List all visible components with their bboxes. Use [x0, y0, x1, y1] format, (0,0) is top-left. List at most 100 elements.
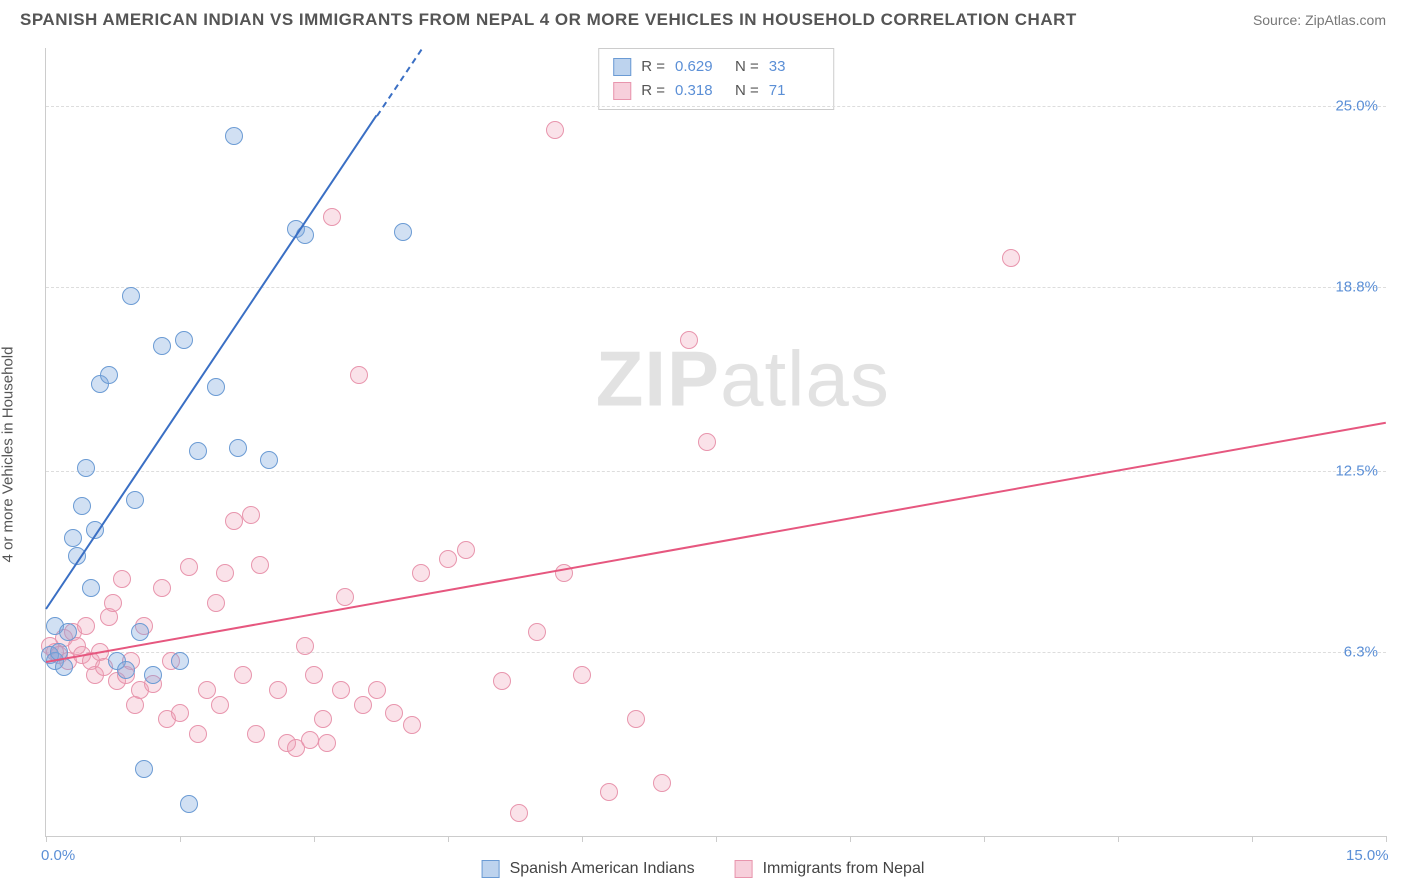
- swatch-blue-icon: [482, 860, 500, 878]
- data-point: [412, 564, 430, 582]
- xtick-mark: [448, 836, 449, 842]
- data-point: [680, 331, 698, 349]
- xtick-label: 15.0%: [1346, 847, 1389, 864]
- data-point: [242, 506, 260, 524]
- plot-area: ZIPatlas R = 0.629 N = 33 R = 0.318 N = …: [45, 48, 1386, 837]
- data-point: [247, 725, 265, 743]
- data-point: [439, 550, 457, 568]
- data-point: [332, 681, 350, 699]
- stats-row-series2: R = 0.318 N = 71: [613, 79, 819, 103]
- header: SPANISH AMERICAN INDIAN VS IMMIGRANTS FR…: [0, 0, 1406, 38]
- data-point: [354, 696, 372, 714]
- data-point: [269, 681, 287, 699]
- watermark-bold: ZIP: [596, 334, 720, 422]
- data-point: [135, 760, 153, 778]
- data-point: [153, 579, 171, 597]
- data-point: [117, 661, 135, 679]
- data-point: [350, 366, 368, 384]
- legend-item-1: Spanish American Indians: [482, 860, 695, 878]
- data-point: [336, 588, 354, 606]
- stats-row-series1: R = 0.629 N = 33: [613, 55, 819, 79]
- data-point: [1002, 249, 1020, 267]
- r-value-1: 0.629: [675, 55, 725, 79]
- xtick-mark: [314, 836, 315, 842]
- n-label: N =: [735, 55, 759, 79]
- chart-title: SPANISH AMERICAN INDIAN VS IMMIGRANTS FR…: [20, 10, 1077, 30]
- data-point: [385, 704, 403, 722]
- data-point: [225, 512, 243, 530]
- data-point: [457, 541, 475, 559]
- data-point: [59, 623, 77, 641]
- legend-item-2: Immigrants from Nepal: [735, 860, 925, 878]
- data-point: [171, 704, 189, 722]
- data-point: [73, 497, 91, 515]
- data-point: [229, 439, 247, 457]
- data-point: [600, 783, 618, 801]
- chart-container: SPANISH AMERICAN INDIAN VS IMMIGRANTS FR…: [0, 0, 1406, 892]
- xtick-mark: [582, 836, 583, 842]
- data-point: [100, 366, 118, 384]
- data-point: [216, 564, 234, 582]
- data-point: [122, 287, 140, 305]
- data-point: [180, 558, 198, 576]
- data-point: [318, 734, 336, 752]
- legend-label-1: Spanish American Indians: [510, 860, 695, 878]
- data-point: [493, 672, 511, 690]
- data-point: [64, 529, 82, 547]
- ytick-label: 12.5%: [1335, 463, 1378, 480]
- r-value-2: 0.318: [675, 79, 725, 103]
- watermark: ZIPatlas: [596, 333, 890, 424]
- xtick-mark: [1252, 836, 1253, 842]
- data-point: [189, 725, 207, 743]
- y-axis-label: 4 or more Vehicles in Household: [0, 347, 17, 563]
- data-point: [180, 795, 198, 813]
- bottom-legend: Spanish American Indians Immigrants from…: [482, 860, 925, 878]
- data-point: [305, 666, 323, 684]
- data-point: [77, 617, 95, 635]
- data-point: [368, 681, 386, 699]
- gridline: [46, 287, 1386, 288]
- swatch-blue-icon: [613, 58, 631, 76]
- data-point: [546, 121, 564, 139]
- xtick-mark: [1386, 836, 1387, 842]
- xtick-mark: [716, 836, 717, 842]
- swatch-pink-icon: [613, 82, 631, 100]
- data-point: [126, 491, 144, 509]
- gridline: [46, 652, 1386, 653]
- data-point: [104, 594, 122, 612]
- trend-line: [46, 422, 1386, 663]
- data-point: [510, 804, 528, 822]
- r-label: R =: [641, 79, 665, 103]
- data-point: [153, 337, 171, 355]
- data-point: [260, 451, 278, 469]
- watermark-light: atlas: [720, 334, 890, 422]
- ytick-label: 25.0%: [1335, 98, 1378, 115]
- data-point: [171, 652, 189, 670]
- n-value-1: 33: [769, 55, 819, 79]
- data-point: [403, 716, 421, 734]
- data-point: [323, 208, 341, 226]
- xtick-mark: [180, 836, 181, 842]
- data-point: [207, 378, 225, 396]
- stats-legend-box: R = 0.629 N = 33 R = 0.318 N = 71: [598, 48, 834, 110]
- gridline: [46, 471, 1386, 472]
- data-point: [627, 710, 645, 728]
- data-point: [207, 594, 225, 612]
- data-point: [225, 127, 243, 145]
- ytick-label: 6.3%: [1344, 644, 1378, 661]
- data-point: [653, 774, 671, 792]
- data-point: [251, 556, 269, 574]
- data-point: [528, 623, 546, 641]
- data-point: [301, 731, 319, 749]
- data-point: [144, 666, 162, 684]
- data-point: [82, 579, 100, 597]
- ytick-label: 18.8%: [1335, 279, 1378, 296]
- xtick-mark: [46, 836, 47, 842]
- trend-line: [45, 115, 377, 610]
- xtick-mark: [984, 836, 985, 842]
- data-point: [314, 710, 332, 728]
- xtick-mark: [1118, 836, 1119, 842]
- data-point: [234, 666, 252, 684]
- data-point: [175, 331, 193, 349]
- data-point: [77, 459, 95, 477]
